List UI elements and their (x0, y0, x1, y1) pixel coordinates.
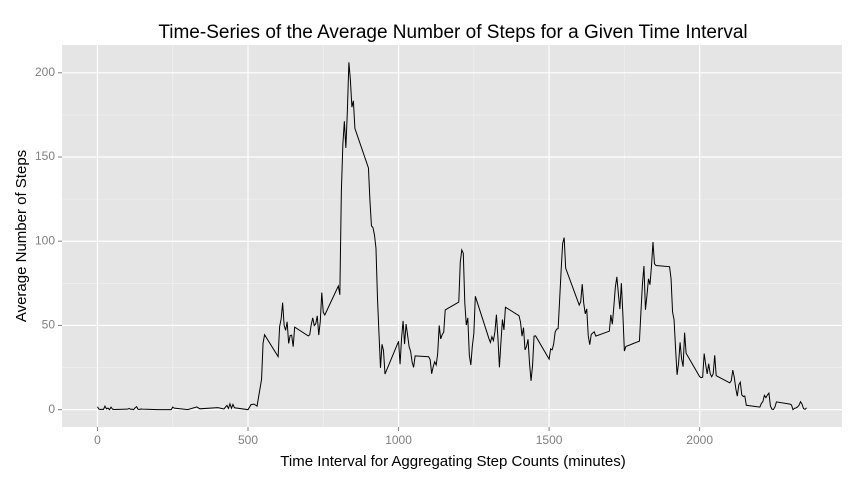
x-tick-label: 500 (238, 433, 258, 447)
data-line (97, 62, 807, 411)
x-tick-label: 2000 (686, 433, 713, 447)
y-tick-label: 200 (35, 65, 55, 79)
y-tick-label: 100 (35, 233, 55, 247)
grid (62, 45, 842, 427)
y-tick-label: 150 (35, 149, 55, 163)
y-tick-label: 0 (48, 402, 55, 416)
x-tick-label: 1500 (536, 433, 563, 447)
x-tick-label: 0 (94, 433, 101, 447)
y-tick-label: 50 (42, 318, 56, 332)
plot-panel (62, 45, 842, 427)
chart-title: Time-Series of the Average Number of Ste… (158, 22, 747, 43)
x-tick-label: 1000 (385, 433, 412, 447)
marks (97, 62, 807, 411)
x-axis-label: Time Interval for Aggregating Step Count… (280, 453, 625, 470)
y-axis-label: Average Number of Steps (13, 150, 30, 322)
